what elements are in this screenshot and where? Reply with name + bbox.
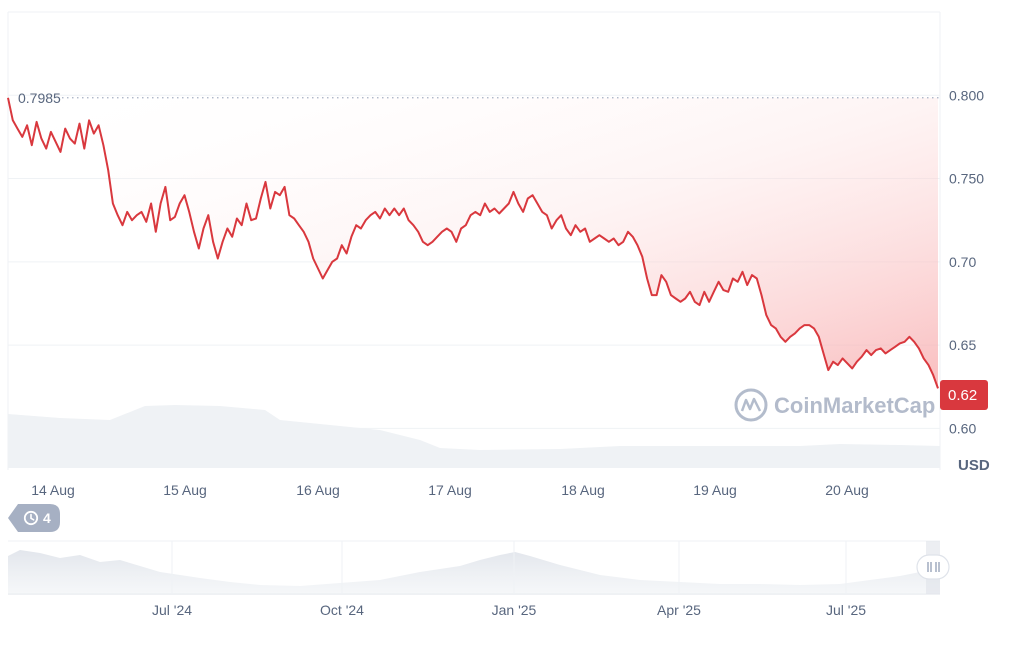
history-icon (23, 510, 39, 526)
y-tick-label: 0.70 (949, 254, 976, 270)
start-price-label: 0.7985 (18, 90, 61, 106)
watermark-text: CoinMarketCap (774, 393, 935, 418)
currency-label: USD (958, 457, 990, 474)
y-tick-label: 0.60 (949, 420, 976, 436)
drag-grip-icon (927, 562, 940, 572)
current-price-badge: 0.62 (940, 380, 988, 411)
x-tick-label: 19 Aug (693, 482, 737, 498)
x-tick-label: 14 Aug (31, 482, 75, 498)
coinmarketcap-logo-mark (740, 397, 762, 412)
current-price-badge-bg (940, 380, 988, 411)
x-tick-label: 17 Aug (428, 482, 472, 498)
y-axis: 0.800 0.750 0.70 0.65 0.60 (949, 87, 984, 436)
y-tick-label: 0.750 (949, 171, 984, 187)
x-tick-label: 18 Aug (561, 482, 605, 498)
coinmarketcap-logo-icon (734, 388, 768, 422)
x-tick-label: 20 Aug (825, 482, 869, 498)
history-badge-count: 4 (43, 510, 51, 526)
history-badge[interactable]: 4 (8, 504, 60, 532)
navigator-area (8, 550, 940, 594)
navigator-x-tick-label: Jul '24 (152, 602, 192, 618)
x-tick-label: 15 Aug (163, 482, 207, 498)
y-tick-label: 0.800 (949, 87, 984, 103)
range-navigator[interactable] (8, 540, 940, 595)
price-line (7, 97, 939, 389)
history-badge-bg[interactable] (8, 504, 60, 532)
navigator-selection[interactable] (916, 541, 950, 594)
navigator-drag-handle[interactable] (916, 554, 950, 580)
x-axis: 14 Aug 15 Aug 16 Aug 17 Aug 18 Aug 19 Aug 20 A… (31, 482, 869, 498)
volume-shape (8, 405, 940, 468)
coinmarketcap-watermark: CoinMarketCap (734, 388, 935, 422)
navigator-x-tick-label: Oct '24 (320, 602, 364, 618)
navigator-x-axis: Jul '24 Oct '24 Jan '25 Apr '25 Jul '25 (152, 541, 866, 618)
navigator-x-tick-label: Jan '25 (492, 602, 537, 618)
price-series (7, 97, 939, 389)
current-price-value: 0.62 (948, 387, 977, 404)
price-area (8, 97, 938, 389)
y-tick-label: 0.65 (949, 337, 976, 353)
navigator-x-tick-label: Jul '25 (826, 602, 866, 618)
x-tick-label: 16 Aug (296, 482, 340, 498)
navigator-x-tick-label: Apr '25 (657, 602, 701, 618)
volume-area (8, 405, 940, 468)
price-area-fill (8, 97, 938, 389)
